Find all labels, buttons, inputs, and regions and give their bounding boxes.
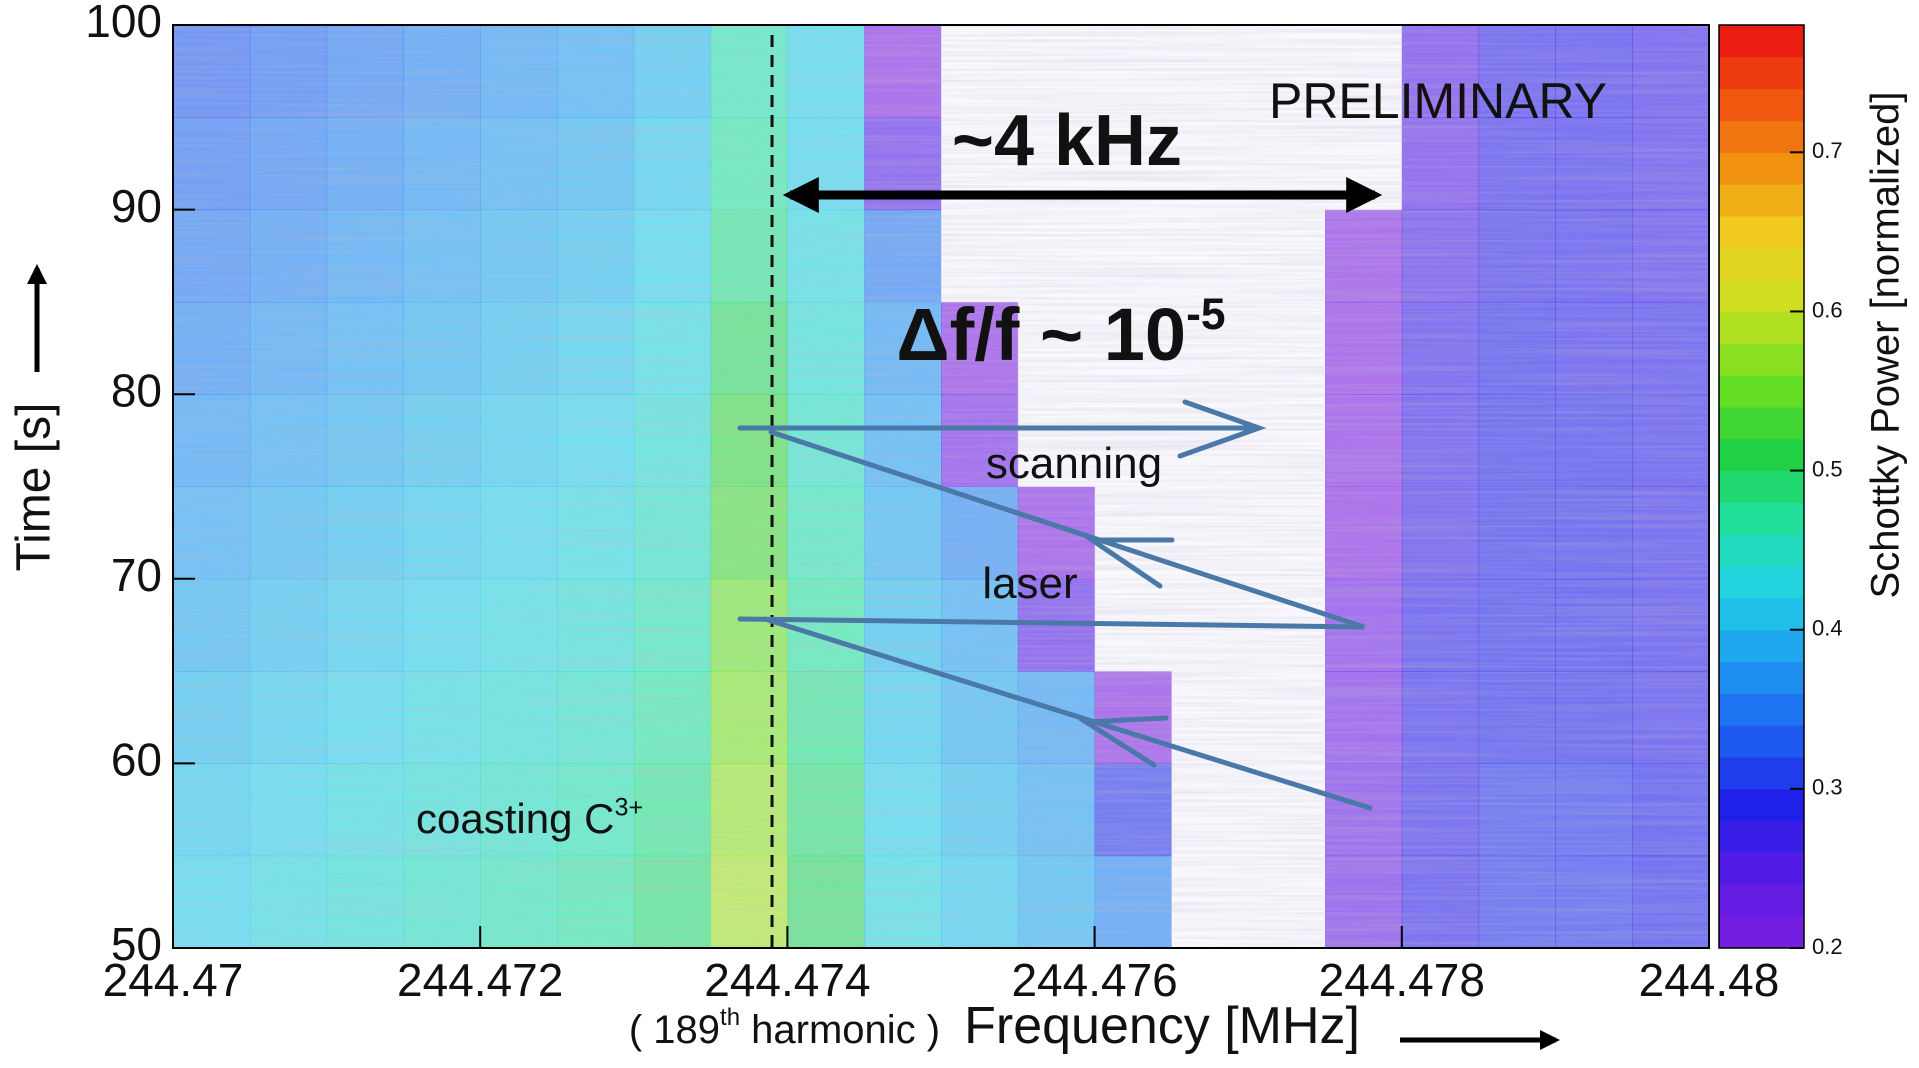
colorbar-tick-label: 0.3 <box>1812 775 1843 800</box>
y-tick-label: 70 <box>111 549 162 601</box>
colorbar-step <box>1719 597 1804 631</box>
y-tick-label: 50 <box>111 918 162 970</box>
y-tick-label: 60 <box>111 734 162 786</box>
colorbar-step <box>1719 438 1804 472</box>
annotation-text: ~4 kHz <box>952 101 1182 181</box>
annotation-text: laser <box>982 559 1077 608</box>
colorbar-step <box>1719 56 1804 90</box>
colorbar-step <box>1719 406 1804 440</box>
scan-arrow <box>1083 537 1175 589</box>
colorbar-step <box>1719 534 1804 567</box>
annotation-sup: 3+ <box>614 793 643 821</box>
colorbar-step <box>1719 852 1804 885</box>
annotation: scanning <box>986 439 1162 488</box>
scan-arrow <box>737 429 1373 811</box>
annotation: laser <box>982 559 1077 608</box>
colorbar-tick-label: 0.6 <box>1812 297 1843 322</box>
colorbar-step <box>1719 88 1804 121</box>
scan-arrow <box>1077 715 1169 768</box>
colorbar-step <box>1719 629 1804 663</box>
colorbar-step <box>1719 184 1804 217</box>
colorbar-step <box>1719 725 1804 758</box>
x-tick-label: 244.478 <box>1319 954 1485 1006</box>
x-axis-note-end: harmonic ) <box>740 1008 940 1052</box>
colorbar-tick-label: 0.2 <box>1812 934 1843 959</box>
colorbar-tick-label: 0.7 <box>1812 138 1843 163</box>
annotation-text: PRELIMINARY <box>1269 73 1607 129</box>
x-tick-label: 244.47 <box>103 954 244 1006</box>
colorbar-step <box>1719 279 1804 312</box>
y-tick-label: 100 <box>85 0 162 47</box>
colorbar-step <box>1719 375 1804 408</box>
colorbar-frame <box>1718 24 1805 949</box>
colorbar-step <box>1719 152 1804 185</box>
colorbar-step <box>1719 820 1804 854</box>
x-tick-label: 244.474 <box>704 954 870 1006</box>
annotation-text: Δf/f ~ 10 <box>896 293 1186 376</box>
x-tick-label: 244.48 <box>1639 954 1780 1006</box>
colorbar-step <box>1719 661 1804 694</box>
colorbar-step <box>1719 25 1804 58</box>
scan-arrow <box>737 399 1267 459</box>
annotation: Δf/f ~ 10-5 <box>896 290 1225 376</box>
plot-frame <box>172 24 1710 949</box>
colorbar-step <box>1719 470 1804 503</box>
colorbar-step <box>1719 120 1804 153</box>
x-tick-label: 244.472 <box>397 954 563 1006</box>
colorbar-step <box>1719 566 1804 599</box>
colorbar-step <box>1719 693 1804 726</box>
colorbar-step <box>1719 916 1804 949</box>
x-tick-label: 244.476 <box>1011 954 1177 1006</box>
colorbar-label: Schottky Power [normalized] <box>1864 92 1908 599</box>
colorbar-step <box>1719 884 1804 917</box>
annotation-sup: -5 <box>1186 290 1225 339</box>
colorbar-step <box>1719 757 1804 790</box>
y-axis-label: Time [s] <box>8 403 61 572</box>
annotation: ~4 kHz <box>952 101 1182 181</box>
annotation-text: coasting C <box>416 795 614 842</box>
colorbar-step <box>1719 343 1804 376</box>
colorbar-step <box>1719 502 1804 535</box>
overlay: ~4 kHz Δf/f ~ 10-5 PRELIMINARY scanning lase… <box>416 35 1607 948</box>
annotation: PRELIMINARY <box>1269 73 1607 129</box>
annotation-text: scanning <box>986 439 1162 488</box>
y-tick-label: 90 <box>111 180 162 232</box>
y-tick-label: 80 <box>111 364 162 416</box>
colorbar-step <box>1719 311 1804 344</box>
colorbar-tick-label: 0.4 <box>1812 616 1843 641</box>
colorbar-step <box>1719 215 1804 249</box>
colorbar-step <box>1719 247 1804 281</box>
x-axis-title: Frequency [MHz] <box>964 997 1360 1055</box>
x-axis-note: ( 189 <box>629 1008 720 1052</box>
colorbar-tick-label: 0.5 <box>1812 456 1843 481</box>
annotation: coasting C3+ <box>416 793 643 842</box>
x-axis-label: ( 189th harmonic ) Frequency [MHz] <box>629 997 1360 1055</box>
colorbar-step <box>1719 788 1804 822</box>
x-axis-note-sup: th <box>720 1004 740 1031</box>
